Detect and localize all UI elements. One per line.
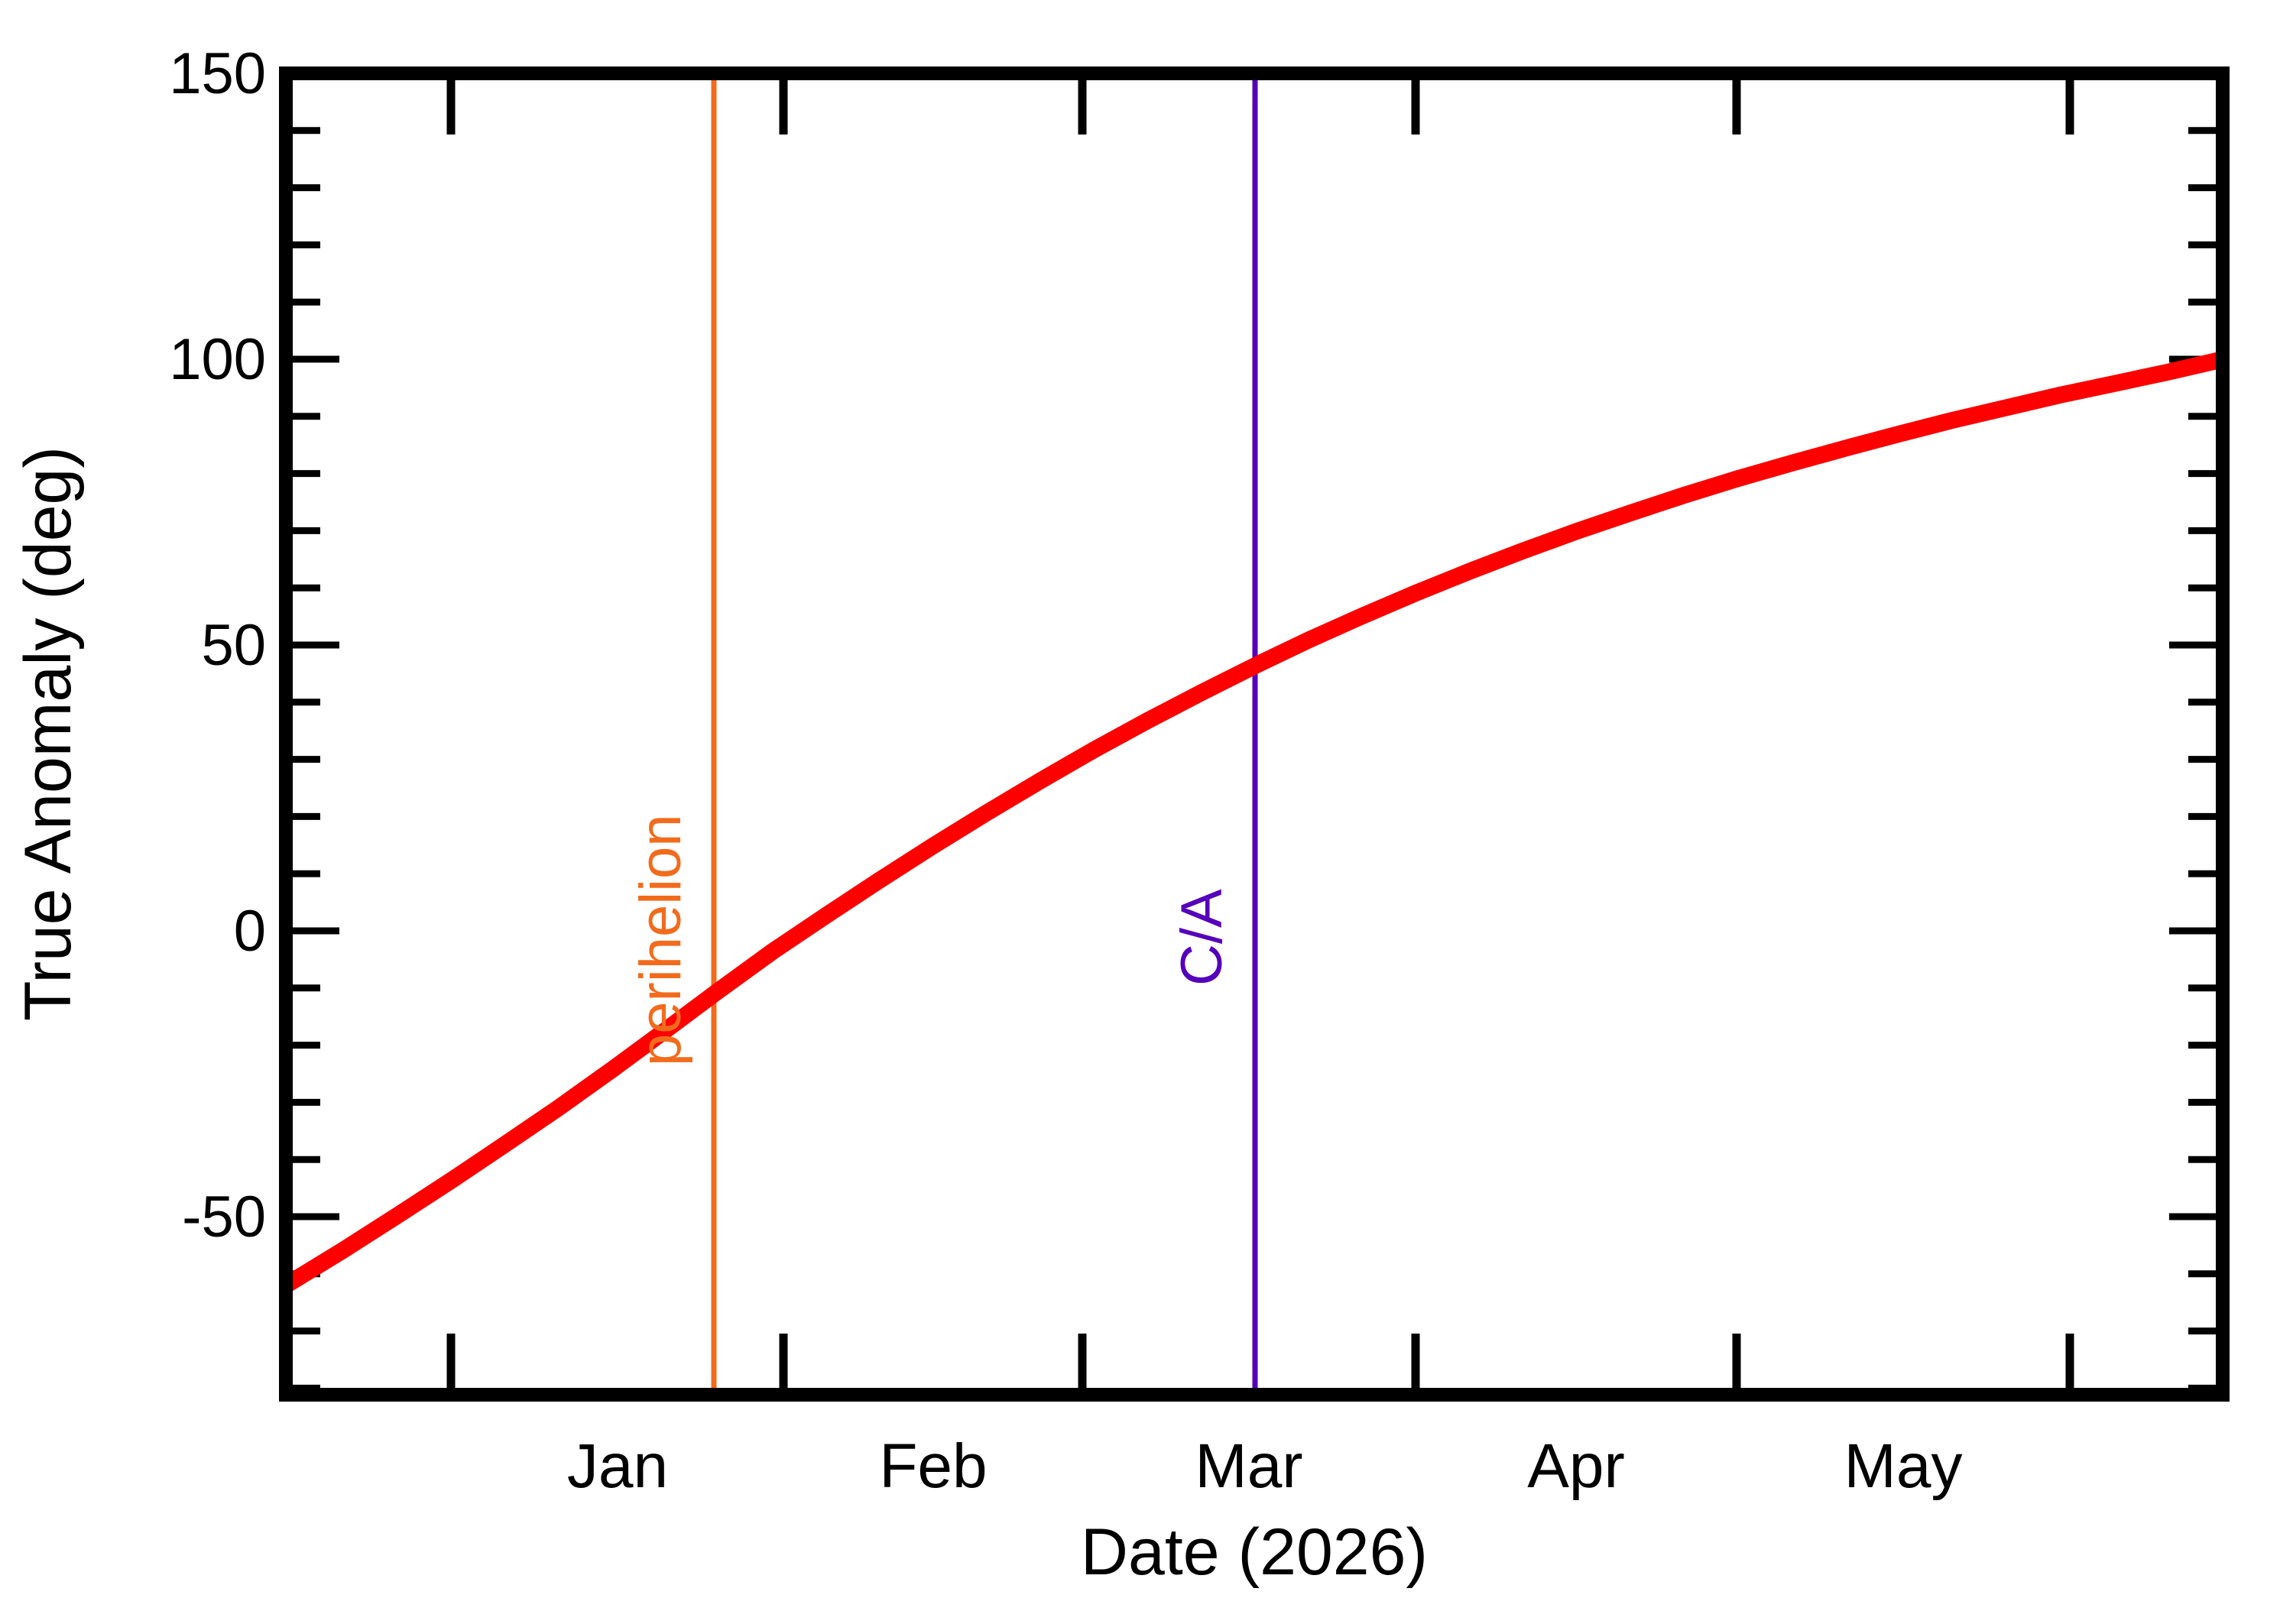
true-anomaly-curve (281, 351, 2226, 1293)
xtick-label-jan: Jan (567, 1431, 668, 1501)
xtick-label-feb: Feb (879, 1431, 987, 1501)
close-approach-annotation-label: C/A (1169, 889, 1234, 986)
ytick-label-100: 100 (169, 327, 266, 392)
y-tick-labels: 150 100 50 0 -50 (169, 41, 266, 1250)
x-major-ticks (446, 73, 2074, 1395)
xtick-label-apr: Apr (1527, 1431, 1625, 1501)
y-axis-title: True Anomaly (deg) (11, 446, 85, 1021)
ytick-label-50: 50 (201, 613, 266, 678)
xtick-label-may: May (1844, 1431, 1963, 1501)
x-axis-title: Date (2026) (1081, 1515, 1428, 1589)
ytick-label-minus50: -50 (182, 1185, 266, 1250)
plot-frame (279, 66, 2230, 1402)
xtick-label-mar: Mar (1195, 1431, 1302, 1501)
ytick-label-150: 150 (169, 41, 266, 106)
perihelion-annotation-label: perihelion (628, 814, 693, 1066)
x-tick-labels: Jan Feb Mar Apr May (567, 1431, 1963, 1501)
ytick-label-0: 0 (234, 899, 266, 964)
